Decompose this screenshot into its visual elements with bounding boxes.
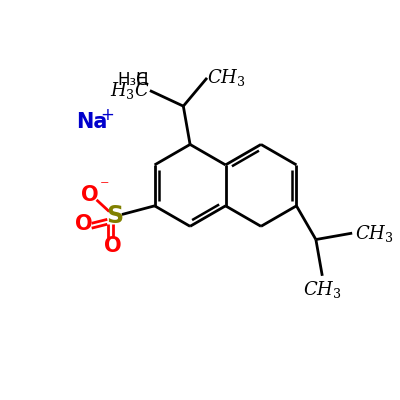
Text: $CH_3$: $CH_3$ <box>303 279 342 300</box>
Text: O: O <box>104 236 122 256</box>
Text: H: H <box>136 71 148 89</box>
Text: H₃C: H₃C <box>117 71 148 89</box>
Text: $CH_3$: $CH_3$ <box>355 223 394 244</box>
Text: $CH_3$: $CH_3$ <box>207 68 246 88</box>
Text: O: O <box>75 214 93 234</box>
Text: $H_3C$: $H_3C$ <box>110 80 150 101</box>
Text: O: O <box>81 185 98 205</box>
Text: +: + <box>100 106 114 124</box>
Text: S: S <box>106 204 124 228</box>
Text: ⁻: ⁻ <box>100 178 109 196</box>
Text: Na: Na <box>76 112 108 132</box>
